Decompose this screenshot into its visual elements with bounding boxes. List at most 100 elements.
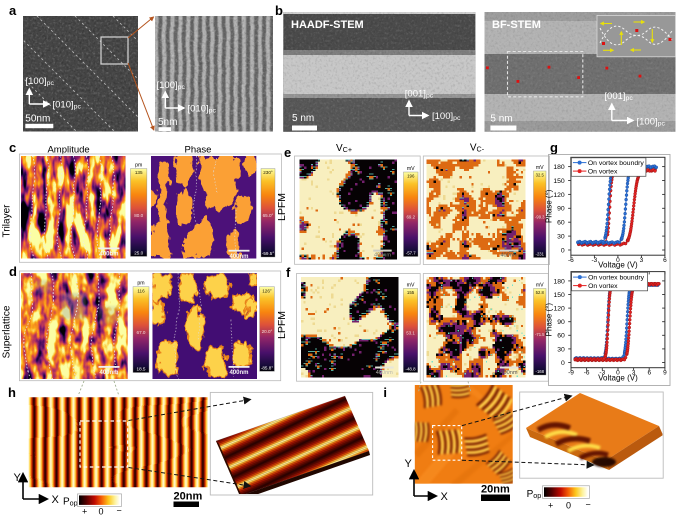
svg-text:Voltage (V): Voltage (V) [598, 374, 638, 383]
svg-text:Amplitude: Amplitude [47, 145, 89, 156]
svg-text:pm: pm [135, 162, 142, 168]
svg-text:400nm: 400nm [376, 370, 393, 376]
svg-text:BF-STEM: BF-STEM [492, 19, 541, 31]
svg-text:150: 150 [553, 178, 565, 185]
svg-text:X: X [52, 494, 60, 506]
svg-text:50nm: 50nm [25, 114, 50, 125]
svg-text:VC+: VC+ [336, 143, 352, 154]
svg-text:b: b [275, 3, 283, 18]
svg-text:On vortex boundry: On vortex boundry [588, 274, 645, 281]
svg-text:30: 30 [557, 346, 565, 353]
svg-text:-6: -6 [584, 370, 590, 377]
svg-text:20nm: 20nm [174, 491, 203, 503]
svg-text:Trilayer: Trilayer [2, 204, 13, 238]
svg-text:18.5: 18.5 [137, 367, 146, 372]
svg-text:Pop: Pop [63, 497, 78, 508]
svg-text:5 nm: 5 nm [490, 114, 512, 125]
svg-text:On vortex: On vortex [588, 283, 618, 290]
svg-text:i: i [383, 385, 387, 400]
svg-text:[010]pc: [010]pc [53, 100, 82, 111]
svg-text:mV: mV [407, 166, 415, 172]
svg-text:Pop: Pop [527, 489, 542, 500]
svg-text:Y: Y [405, 458, 413, 470]
svg-text:400nm: 400nm [374, 253, 391, 259]
svg-text:0: 0 [616, 370, 620, 377]
svg-text:90: 90 [557, 319, 565, 326]
svg-text:e: e [284, 145, 291, 160]
svg-text:On vortex: On vortex [588, 168, 618, 175]
svg-text:20.0°: 20.0° [262, 329, 273, 334]
svg-text:20nm: 20nm [481, 484, 510, 496]
svg-text:LPFM: LPFM [276, 193, 288, 221]
svg-text:400nm: 400nm [500, 253, 517, 259]
svg-text:Superlattice: Superlattice [2, 305, 13, 358]
svg-text:−: − [586, 500, 591, 510]
svg-text:400nm: 400nm [99, 370, 118, 376]
svg-text:116: 116 [137, 288, 145, 293]
svg-text:60: 60 [557, 220, 565, 227]
svg-text:230°: 230° [263, 170, 273, 175]
svg-text:32.5: 32.5 [536, 173, 545, 178]
svg-text:126°: 126° [262, 288, 272, 293]
svg-text:[100]pc: [100]pc [157, 80, 186, 91]
svg-text:-3: -3 [599, 370, 605, 377]
svg-text:-168: -168 [536, 369, 545, 374]
svg-text:Phase: Phase [185, 145, 212, 156]
svg-text:120: 120 [553, 192, 565, 199]
svg-text:[100]pc: [100]pc [26, 76, 55, 87]
svg-text:0: 0 [616, 257, 620, 264]
svg-text:-85.8°: -85.8° [261, 366, 273, 371]
svg-text:HAADF-STEM: HAADF-STEM [291, 19, 364, 31]
svg-text:400nm: 400nm [229, 254, 248, 260]
svg-text:9: 9 [663, 370, 667, 377]
svg-text:400nm: 400nm [500, 370, 517, 376]
svg-text:−: − [117, 506, 122, 516]
svg-text:c: c [9, 140, 16, 155]
svg-text:69.2: 69.2 [406, 214, 415, 219]
svg-text:90: 90 [557, 206, 565, 213]
svg-text:Phase (°): Phase (°) [545, 303, 554, 337]
svg-text:120: 120 [553, 306, 565, 313]
svg-text:53.1: 53.1 [406, 331, 415, 336]
svg-text:d: d [9, 264, 17, 279]
svg-text:X: X [441, 491, 449, 503]
svg-text:67.0: 67.0 [137, 330, 146, 335]
svg-text:3: 3 [640, 257, 644, 264]
svg-text:pm: pm [137, 281, 144, 287]
svg-text:[100]pc: [100]pc [432, 111, 461, 122]
svg-text:5nm: 5nm [158, 117, 177, 128]
svg-text:mV: mV [407, 282, 415, 288]
svg-text:0: 0 [566, 501, 571, 511]
svg-text:-48.8: -48.8 [406, 367, 417, 372]
svg-text:+: + [82, 507, 87, 517]
svg-text:[001]pc: [001]pc [405, 89, 434, 100]
svg-text:180: 180 [553, 164, 565, 171]
svg-text:-9: -9 [568, 370, 574, 377]
svg-text:-59.5°: -59.5° [262, 251, 274, 256]
svg-text:On vortex boundry: On vortex boundry [588, 160, 645, 167]
svg-text:5 nm: 5 nm [292, 113, 314, 124]
svg-text:+: + [548, 501, 553, 511]
svg-text:-3: -3 [592, 257, 598, 264]
svg-text:[010]pc: [010]pc [188, 104, 217, 115]
svg-text:-6: -6 [568, 257, 574, 264]
svg-text:400nm: 400nm [99, 252, 118, 258]
svg-text:f: f [286, 265, 291, 280]
svg-text:0: 0 [99, 507, 104, 517]
svg-text:60: 60 [557, 333, 565, 340]
svg-text:180: 180 [553, 278, 565, 285]
svg-text:mV: mV [536, 165, 544, 171]
svg-text:150: 150 [553, 292, 565, 299]
svg-text:196: 196 [407, 174, 415, 179]
svg-text:0: 0 [561, 247, 565, 254]
svg-text:6: 6 [663, 257, 667, 264]
svg-text:52.8: 52.8 [536, 290, 545, 295]
svg-text:-231: -231 [536, 252, 545, 257]
svg-text:-71.5: -71.5 [535, 332, 545, 337]
svg-text:Y: Y [14, 472, 22, 484]
svg-text:[001]pc: [001]pc [604, 91, 633, 102]
svg-text:25.0: 25.0 [134, 251, 143, 256]
svg-text:LPFM: LPFM [276, 311, 288, 339]
svg-text:135: 135 [135, 170, 143, 175]
svg-text:g: g [550, 140, 558, 155]
